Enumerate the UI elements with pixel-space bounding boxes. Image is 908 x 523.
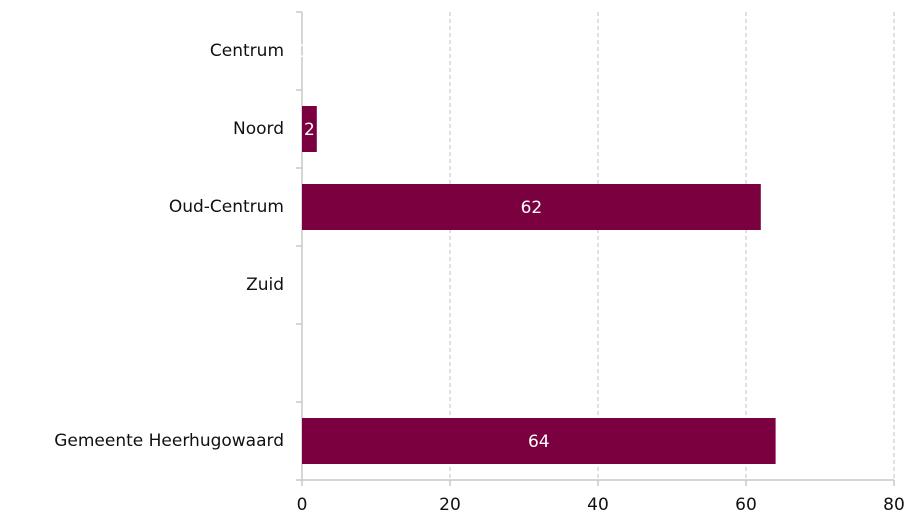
bar <box>302 184 761 230</box>
x-tick-label: 0 <box>297 495 308 515</box>
value-label: 64 <box>528 432 550 452</box>
y-tick-label: Centrum <box>210 41 284 61</box>
x-tick-label: 40 <box>587 495 609 515</box>
value-label: 0 <box>297 42 308 62</box>
x-tick-label: 80 <box>883 495 905 515</box>
y-tick-label: Zuid <box>246 275 284 295</box>
bar <box>302 418 776 464</box>
y-tick-label: Oud-Centrum <box>169 197 284 217</box>
x-tick-label: 60 <box>735 495 757 515</box>
value-label: 2 <box>304 120 315 140</box>
value-label: 62 <box>521 198 543 218</box>
y-tick-label: Gemeente Heerhugowaard <box>54 431 284 451</box>
x-tick-label: 20 <box>439 495 461 515</box>
bar <box>302 106 317 152</box>
y-tick-label: Noord <box>233 119 284 139</box>
